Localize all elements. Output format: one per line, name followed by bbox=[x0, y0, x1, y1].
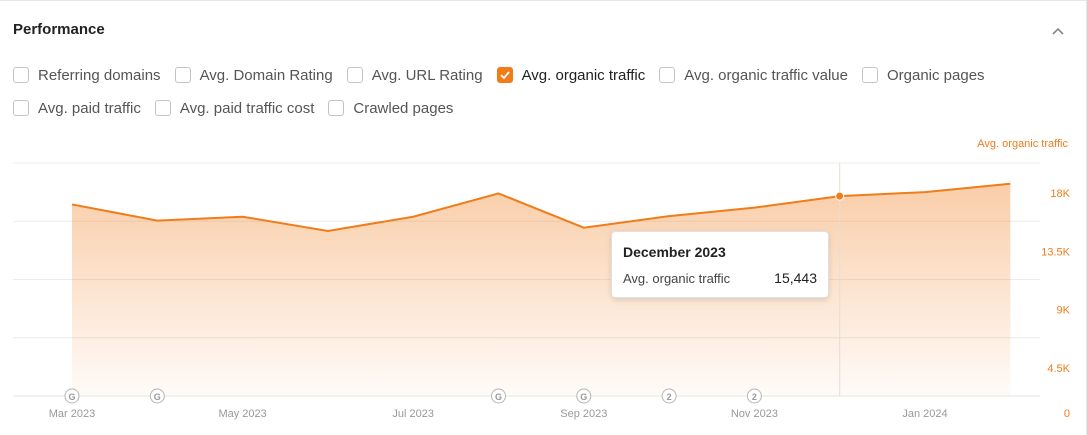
x-tick-label: Jan 2024 bbox=[902, 408, 947, 420]
option-label: Avg. paid traffic cost bbox=[179, 99, 315, 117]
y-tick-label: 0 bbox=[1064, 408, 1070, 420]
checkbox-icon[interactable] bbox=[346, 67, 363, 83]
option-avg-paid-traffic-cost[interactable]: Avg. paid traffic cost bbox=[154, 99, 315, 117]
x-tick-label: Jul 2023 bbox=[392, 408, 434, 420]
y-tick-label: 4.5K bbox=[1047, 363, 1070, 375]
series-area bbox=[72, 183, 1011, 396]
x-tick-label: Nov 2023 bbox=[731, 408, 778, 420]
annotation-marker bbox=[746, 388, 762, 404]
option-label: Avg. organic traffic bbox=[521, 66, 646, 84]
checkbox-checked-icon[interactable] bbox=[496, 67, 513, 83]
chart-tooltip: December 2023 Avg. organic traffic 15,44… bbox=[611, 231, 829, 298]
option-label: Avg. Domain Rating bbox=[199, 66, 333, 84]
y-tick-label: 9K bbox=[1057, 305, 1071, 317]
option-crawled-pages[interactable]: Crawled pages bbox=[328, 100, 453, 117]
annotation-marker bbox=[491, 388, 506, 404]
option-referring-domains[interactable]: Referring domains bbox=[13, 67, 161, 84]
highlight-point bbox=[835, 191, 845, 201]
annotation-label: G bbox=[68, 392, 75, 402]
checkbox-icon[interactable] bbox=[154, 100, 171, 116]
x-tick-label: Mar 2023 bbox=[49, 408, 95, 420]
checkbox-icon[interactable] bbox=[328, 100, 345, 116]
y-axis-series-label: Avg. organic traffic bbox=[977, 138, 1068, 150]
x-tick-label: Sep 2023 bbox=[560, 408, 607, 420]
tooltip-title: December 2023 bbox=[623, 244, 726, 260]
metric-options-row-1: Referring domains Avg. Domain Rating Avg. … bbox=[13, 65, 1073, 85]
option-label: Avg. organic traffic value bbox=[684, 66, 848, 84]
option-organic-pages[interactable]: Organic pages bbox=[861, 66, 985, 84]
option-label: Avg. URL Rating bbox=[371, 66, 483, 84]
annotation-label: 2 bbox=[752, 392, 757, 402]
chevron-up-icon[interactable] bbox=[1048, 21, 1068, 41]
option-avg-url-rating[interactable]: Avg. URL Rating bbox=[346, 66, 483, 84]
option-label: Referring domains bbox=[38, 66, 161, 84]
metric-options-row-2: Avg. paid traffic Avg. paid traffic cost C… bbox=[13, 98, 1073, 118]
option-avg-domain-rating[interactable]: Avg. Domain Rating bbox=[174, 66, 333, 84]
annotation-marker bbox=[64, 388, 80, 404]
annotation-marker bbox=[576, 388, 592, 404]
annotation-label: G bbox=[495, 392, 502, 402]
annotation-label: 2 bbox=[667, 392, 672, 402]
option-label: Crawled pages bbox=[353, 99, 454, 117]
option-avg-paid-traffic[interactable]: Avg. paid traffic bbox=[13, 100, 141, 117]
checkbox-icon[interactable] bbox=[13, 100, 29, 116]
annotation-marker bbox=[149, 388, 165, 404]
checkbox-icon[interactable] bbox=[13, 67, 29, 83]
tooltip-series-name: Avg. organic traffic bbox=[623, 271, 731, 286]
y-tick-label: 18K bbox=[1050, 188, 1070, 200]
checkbox-icon[interactable] bbox=[861, 67, 878, 83]
checkbox-icon[interactable] bbox=[174, 67, 191, 83]
tooltip-value: 15,443 bbox=[774, 270, 817, 286]
metric-options: Referring domains Avg. Domain Rating Avg. … bbox=[13, 65, 1073, 131]
annotation-marker bbox=[661, 388, 677, 404]
option-avg-organic-traffic-value[interactable]: Avg. organic traffic value bbox=[659, 67, 848, 84]
checkbox-icon[interactable] bbox=[659, 67, 676, 83]
option-label: Avg. paid traffic bbox=[38, 99, 141, 117]
y-tick-label: 13.5K bbox=[1041, 246, 1070, 258]
x-tick-label: May 2023 bbox=[218, 408, 266, 420]
annotation-label: G bbox=[154, 392, 161, 402]
annotation-label: G bbox=[580, 392, 587, 402]
option-avg-organic-traffic[interactable]: Avg. organic traffic bbox=[496, 66, 646, 84]
series-line bbox=[71, 182, 1011, 232]
traffic-area-chart[interactable]: 0 4.5K 9K 13.5K 18K G G G G 2 2 Mar 2023 May 2023 Jul… bbox=[0, 151, 1087, 435]
option-label: Organic pages bbox=[886, 66, 985, 84]
panel-title: Performance bbox=[13, 21, 105, 38]
